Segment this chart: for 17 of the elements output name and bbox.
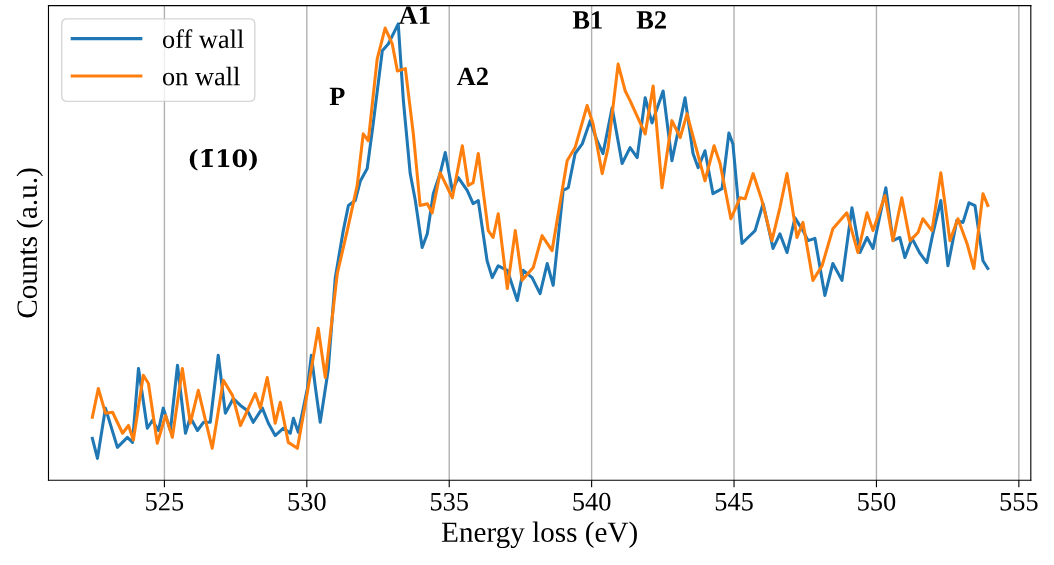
annotation: P xyxy=(329,87,345,106)
y-axis-title: Counts (a.u.) xyxy=(16,168,43,318)
x-tick-label: 545 xyxy=(715,493,753,511)
x-tick-label: 535 xyxy=(430,492,468,511)
x-tick-label: 530 xyxy=(288,492,326,511)
annotation: B1 xyxy=(572,11,602,29)
legend-label: off wall xyxy=(162,29,244,49)
legend-label: on wall xyxy=(162,66,240,86)
x-tick-label: 525 xyxy=(146,492,184,511)
x-axis-title: Energy loss (eV) xyxy=(441,521,637,549)
x-tick-label: 540 xyxy=(573,492,611,511)
x-tick-label: 550 xyxy=(858,492,896,511)
text: A1 xyxy=(399,6,430,24)
annotation: (1̄10) xyxy=(189,148,257,171)
annotation: B2 xyxy=(636,11,666,29)
x-tick-label: 555 xyxy=(1000,493,1038,511)
annotation: A2 xyxy=(456,67,488,86)
